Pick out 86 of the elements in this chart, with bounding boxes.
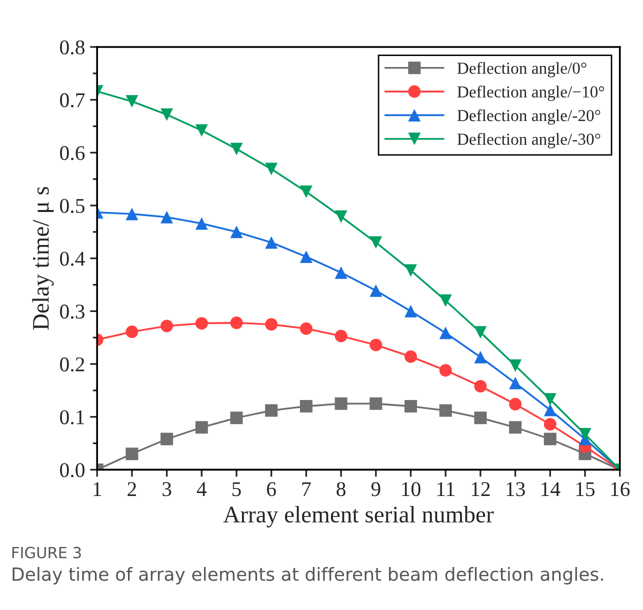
point [265, 318, 278, 331]
point [230, 412, 243, 424]
x-tick-label: 9 [371, 482, 380, 496]
point [404, 350, 417, 363]
x-tick-label: 6 [267, 482, 276, 496]
legend-label: Deflection angle/-20° [457, 109, 600, 125]
point [474, 380, 487, 392]
point [265, 404, 278, 417]
point [230, 316, 243, 330]
x-tick-label: 13 [506, 482, 525, 496]
point [126, 326, 138, 338]
point [160, 210, 174, 224]
caption: FIGURE 3 [12, 546, 81, 558]
point [334, 330, 348, 342]
y-tick-label: 0.3 [60, 304, 84, 319]
point [160, 432, 174, 446]
point [544, 393, 556, 406]
point [370, 284, 382, 297]
x-tick-label: 5 [232, 482, 241, 496]
point [509, 398, 522, 410]
point [195, 421, 208, 434]
point [334, 397, 348, 410]
point [474, 326, 487, 339]
point [509, 359, 522, 372]
point [439, 294, 452, 307]
point [195, 317, 208, 330]
y-tick-label: 0.6 [60, 146, 85, 160]
point [439, 326, 452, 340]
point [265, 162, 278, 176]
point [334, 210, 348, 223]
y-tick-label: 0.0 [60, 463, 84, 478]
point [300, 400, 312, 413]
x-tick-label: 4 [196, 482, 207, 496]
x-tick-label: 3 [162, 482, 172, 496]
point [230, 142, 243, 156]
y-tick-label: 0.1 [60, 410, 84, 424]
legend-label: Deflection angle/0° [457, 62, 586, 78]
x-tick-label: 7 [302, 482, 311, 496]
point [544, 418, 556, 431]
point [370, 236, 382, 249]
point [195, 124, 208, 137]
point [300, 322, 312, 335]
point [404, 304, 417, 318]
point [474, 412, 487, 424]
y-tick-label: 0.7 [60, 93, 85, 108]
x-tick-label: 16 [611, 482, 630, 496]
point [160, 108, 174, 121]
point [300, 186, 312, 198]
point [439, 404, 452, 417]
point [160, 320, 174, 332]
y-tick-label: 0.4 [60, 252, 85, 266]
point [578, 428, 592, 441]
point [509, 376, 522, 390]
x-axis-title: Array element serial number [223, 506, 494, 528]
x-tick-label: 1 [94, 482, 102, 496]
point [334, 266, 348, 279]
y-tick-label: 0.2 [60, 357, 84, 372]
point [230, 226, 243, 238]
point [474, 350, 487, 364]
point [265, 236, 278, 249]
point [126, 95, 138, 108]
x-tick-label: 10 [402, 482, 420, 496]
point [126, 448, 138, 460]
text: Delay time of array elements at different beam deflection angles. [12, 567, 603, 584]
point [195, 217, 208, 230]
point [300, 250, 312, 263]
x-tick-label: 12 [472, 482, 490, 496]
x-tick-label: 2 [128, 482, 136, 496]
point [126, 208, 138, 220]
point [404, 400, 417, 413]
point [370, 338, 382, 352]
point [544, 404, 556, 416]
point [509, 421, 522, 434]
legend-label: Deflection angle/−10° [457, 86, 604, 101]
x-tick-label: 14 [542, 482, 560, 496]
legend-label: Deflection angle/-30° [457, 132, 600, 148]
point [439, 364, 452, 377]
y-axis-title: Delay time/ μ s [32, 186, 54, 330]
y-tick-label: 0.8 [60, 40, 84, 54]
x-tick-label: 8 [336, 482, 346, 496]
x-tick-label: 15 [576, 482, 595, 496]
x-tick-label: 11 [437, 482, 454, 496]
point [370, 397, 382, 410]
y-tick-label: 0.5 [60, 198, 84, 214]
point [544, 432, 556, 446]
point [404, 264, 417, 277]
